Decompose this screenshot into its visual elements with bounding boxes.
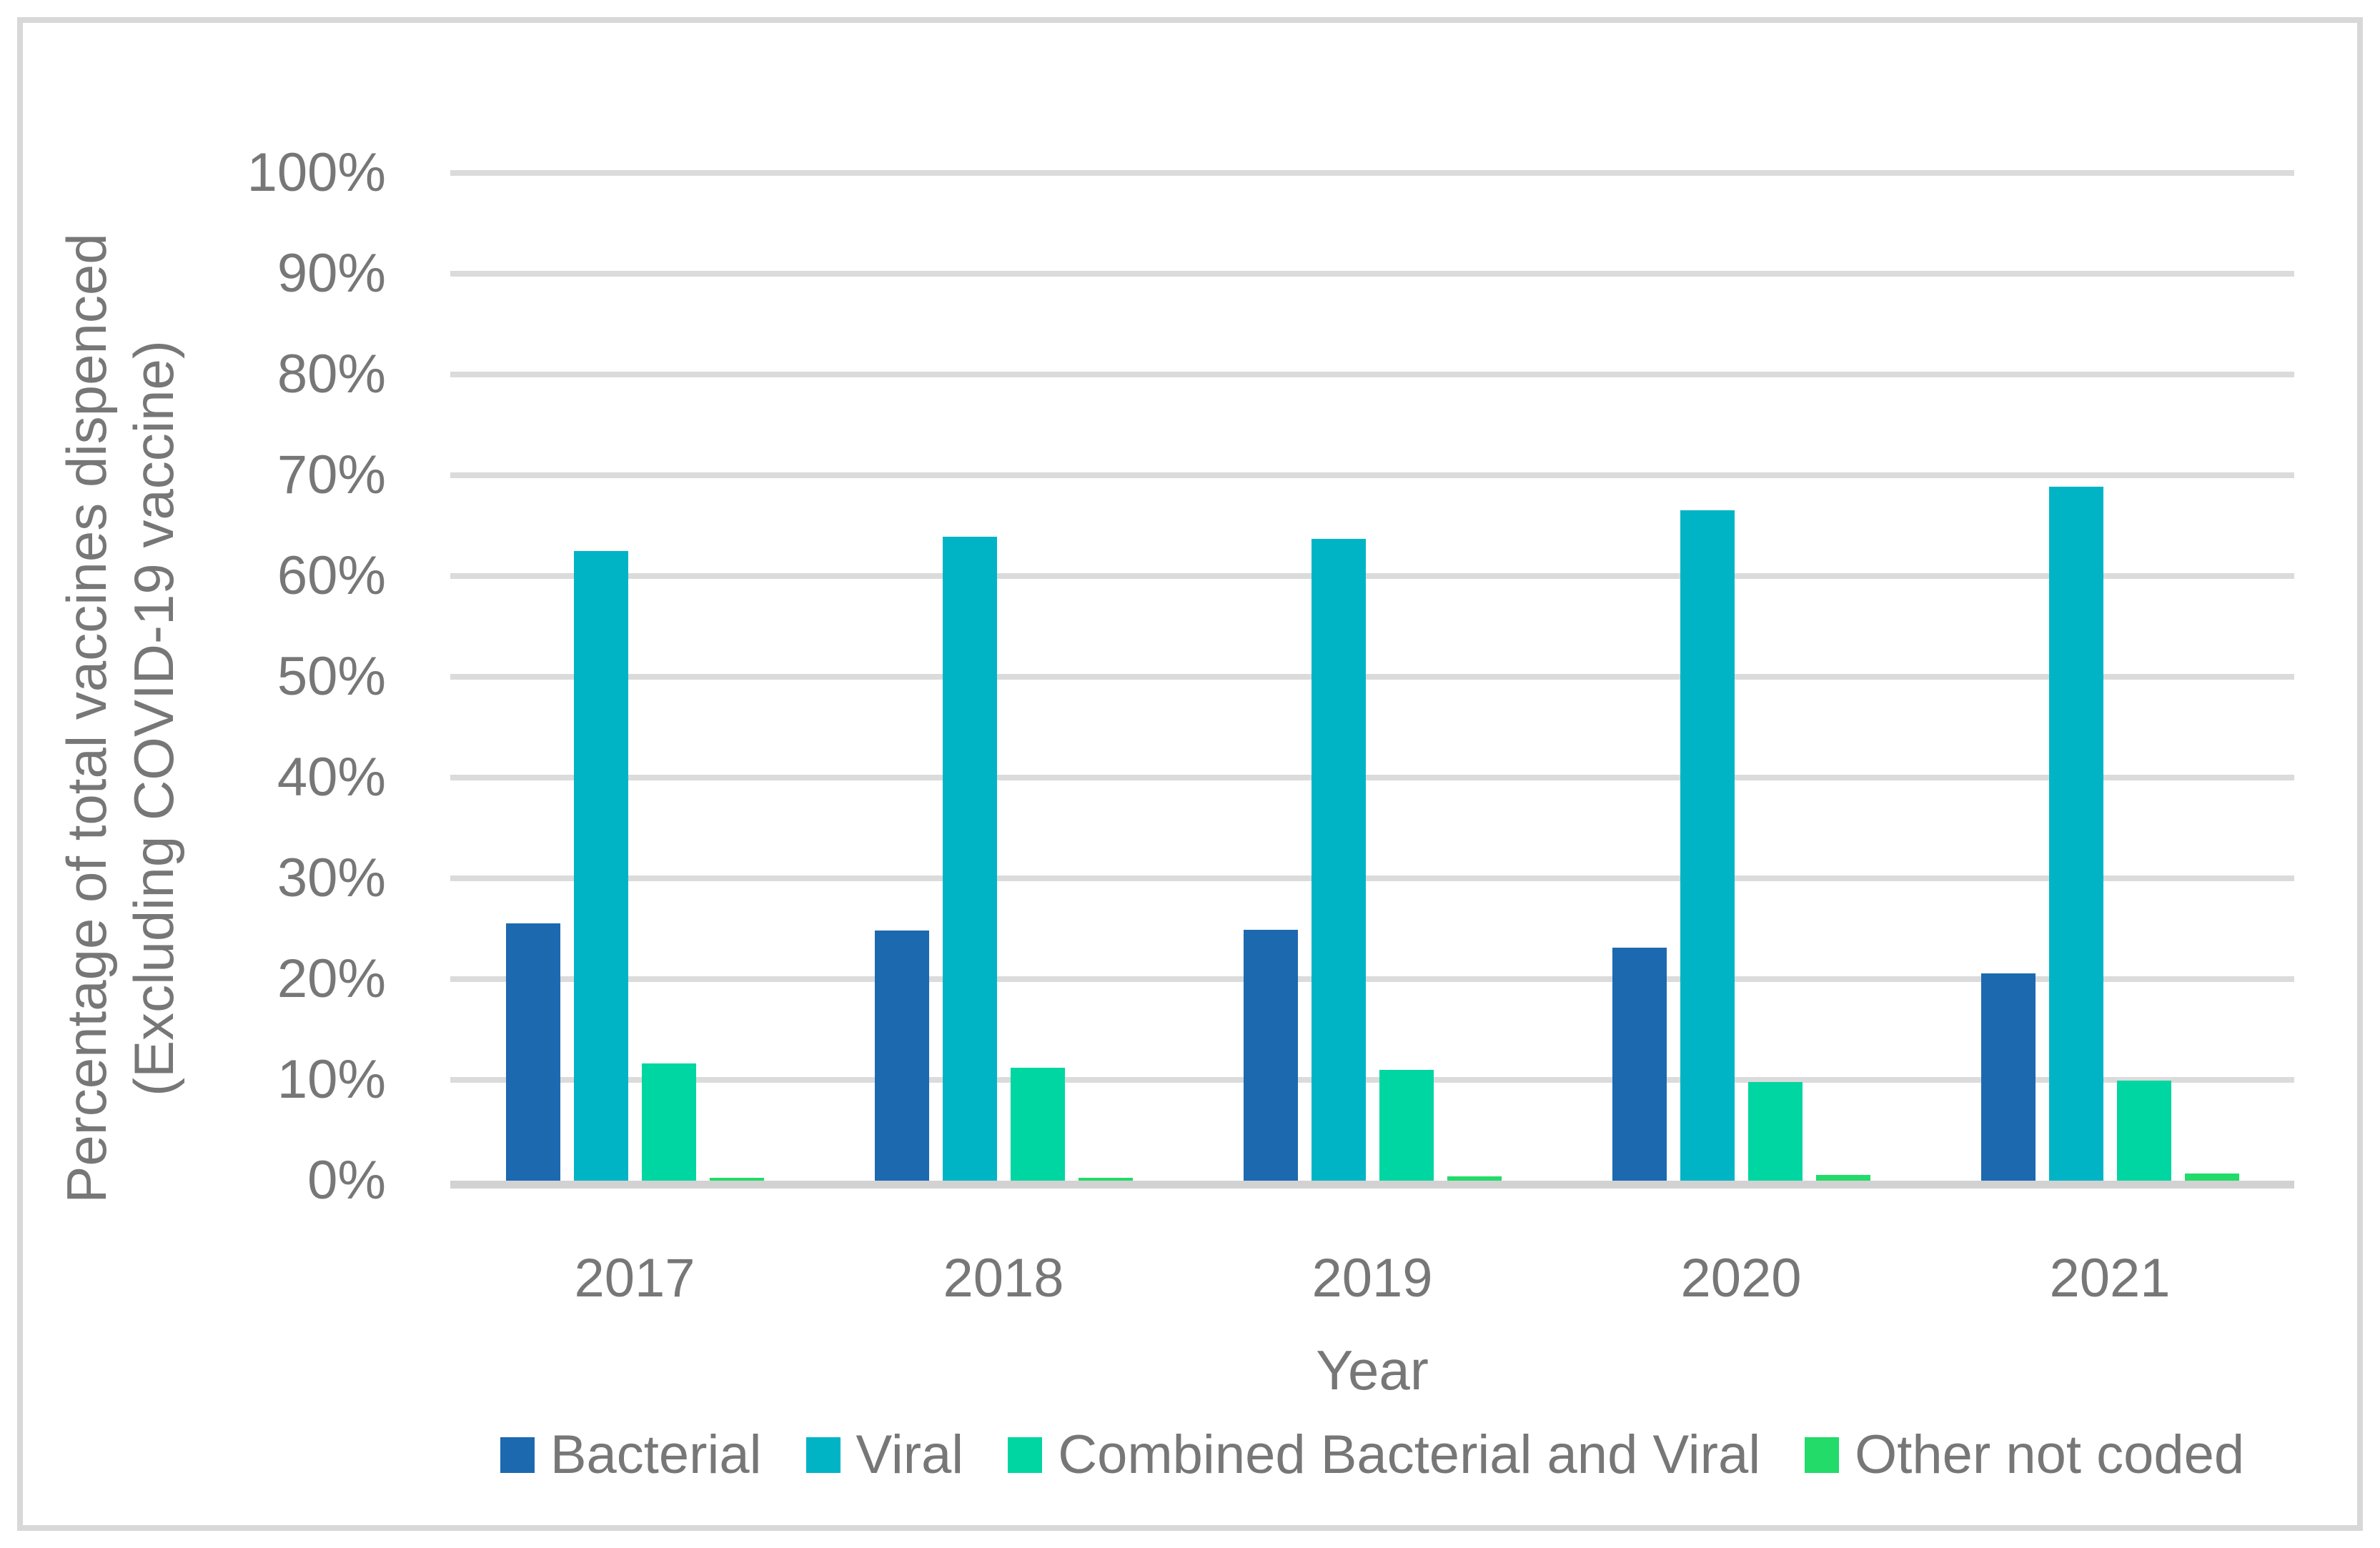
y-axis-tick-label: 50% bbox=[277, 646, 386, 707]
bar-other-not-coded-2019 bbox=[1447, 1176, 1502, 1181]
bar-viral-2019 bbox=[1311, 538, 1366, 1181]
x-axis-label-2021: 2021 bbox=[2049, 1248, 2171, 1309]
bar-group-2017 bbox=[450, 173, 819, 1181]
bar-viral-2018 bbox=[942, 537, 997, 1181]
gridline bbox=[450, 775, 2294, 780]
gridline bbox=[450, 170, 2294, 176]
y-axis-tick-label: 100% bbox=[247, 142, 386, 203]
legend-label: Viral bbox=[856, 1424, 964, 1485]
bar-other-not-coded-2020 bbox=[1815, 1174, 1870, 1181]
bar-group-2019 bbox=[1188, 173, 1557, 1181]
bar-group-2020 bbox=[1557, 173, 1925, 1181]
y-axis-tick-label: 20% bbox=[277, 948, 386, 1009]
bar-combined-bacterial-and-viral-2019 bbox=[1379, 1069, 1434, 1181]
legend-label: Bacterial bbox=[550, 1424, 762, 1485]
bar-combined-bacterial-and-viral-2021 bbox=[2116, 1081, 2171, 1181]
bar-groups bbox=[450, 173, 2294, 1181]
bar-bacterial-2019 bbox=[1243, 929, 1298, 1181]
bar-other-not-coded-2018 bbox=[1078, 1177, 1133, 1181]
legend-swatch bbox=[500, 1437, 535, 1473]
bar-bacterial-2017 bbox=[505, 923, 560, 1181]
x-axis-label-2017: 2017 bbox=[574, 1248, 695, 1309]
bar-bacterial-2020 bbox=[1612, 948, 1667, 1181]
gridline bbox=[450, 472, 2294, 478]
legend-swatch bbox=[1008, 1437, 1043, 1473]
y-axis-tick-label: 30% bbox=[277, 848, 386, 908]
y-axis-tick-label: 0% bbox=[307, 1150, 386, 1211]
bar-combined-bacterial-and-viral-2020 bbox=[1747, 1081, 1803, 1181]
gridline bbox=[450, 875, 2294, 881]
x-axis-label-2020: 2020 bbox=[1680, 1248, 1802, 1309]
y-axis-tick-label: 90% bbox=[277, 243, 386, 304]
bar-group-2021 bbox=[1925, 173, 2294, 1181]
bar-combined-bacterial-and-viral-2018 bbox=[1010, 1068, 1065, 1181]
gridline bbox=[450, 372, 2294, 377]
x-axis-label-2018: 2018 bbox=[943, 1248, 1064, 1309]
x-axis-labels: 2017 2018 2019 2020 2021 bbox=[450, 1247, 2294, 1309]
gridline bbox=[450, 573, 2294, 579]
y-axis-tick-label: 40% bbox=[277, 747, 386, 808]
legend-item-combined-bacterial-and-viral: Combined Bacterial and Viral bbox=[1008, 1424, 1760, 1486]
bar-bacterial-2021 bbox=[1980, 973, 2036, 1181]
legend: Bacterial Viral Combined Bacterial and Vir… bbox=[400, 1424, 2344, 1486]
gridline bbox=[450, 271, 2294, 277]
gridline bbox=[450, 674, 2294, 680]
bar-viral-2020 bbox=[1680, 510, 1735, 1181]
bar-viral-2021 bbox=[2048, 486, 2103, 1181]
bar-other-not-coded-2017 bbox=[709, 1177, 764, 1181]
bar-combined-bacterial-and-viral-2017 bbox=[641, 1063, 696, 1181]
legend-item-bacterial: Bacterial bbox=[500, 1424, 762, 1486]
gridline bbox=[450, 976, 2294, 982]
bar-bacterial-2018 bbox=[874, 931, 929, 1181]
x-axis-baseline bbox=[450, 1181, 2294, 1189]
x-axis-title: Year bbox=[1316, 1339, 1429, 1401]
y-axis-tick-label: 10% bbox=[277, 1049, 386, 1110]
bar-group-2018 bbox=[819, 173, 1188, 1181]
legend-label: Combined Bacterial and Viral bbox=[1058, 1424, 1761, 1485]
x-axis-label-2019: 2019 bbox=[1312, 1248, 1433, 1309]
legend-item-viral: Viral bbox=[805, 1424, 964, 1486]
legend-item-other-not-coded: Other not coded bbox=[1805, 1424, 2244, 1486]
y-axis-tick-label: 60% bbox=[277, 545, 386, 606]
legend-label: Other not coded bbox=[1855, 1424, 2245, 1485]
bar-other-not-coded-2021 bbox=[2184, 1174, 2239, 1181]
y-axis-tick-label: 70% bbox=[277, 445, 386, 505]
legend-swatch bbox=[805, 1437, 841, 1473]
y-axis-tick-label: 80% bbox=[277, 344, 386, 405]
legend-swatch bbox=[1805, 1437, 1840, 1473]
bar-viral-2017 bbox=[573, 550, 628, 1181]
gridline bbox=[450, 1077, 2294, 1083]
plot-area bbox=[450, 170, 2294, 1189]
